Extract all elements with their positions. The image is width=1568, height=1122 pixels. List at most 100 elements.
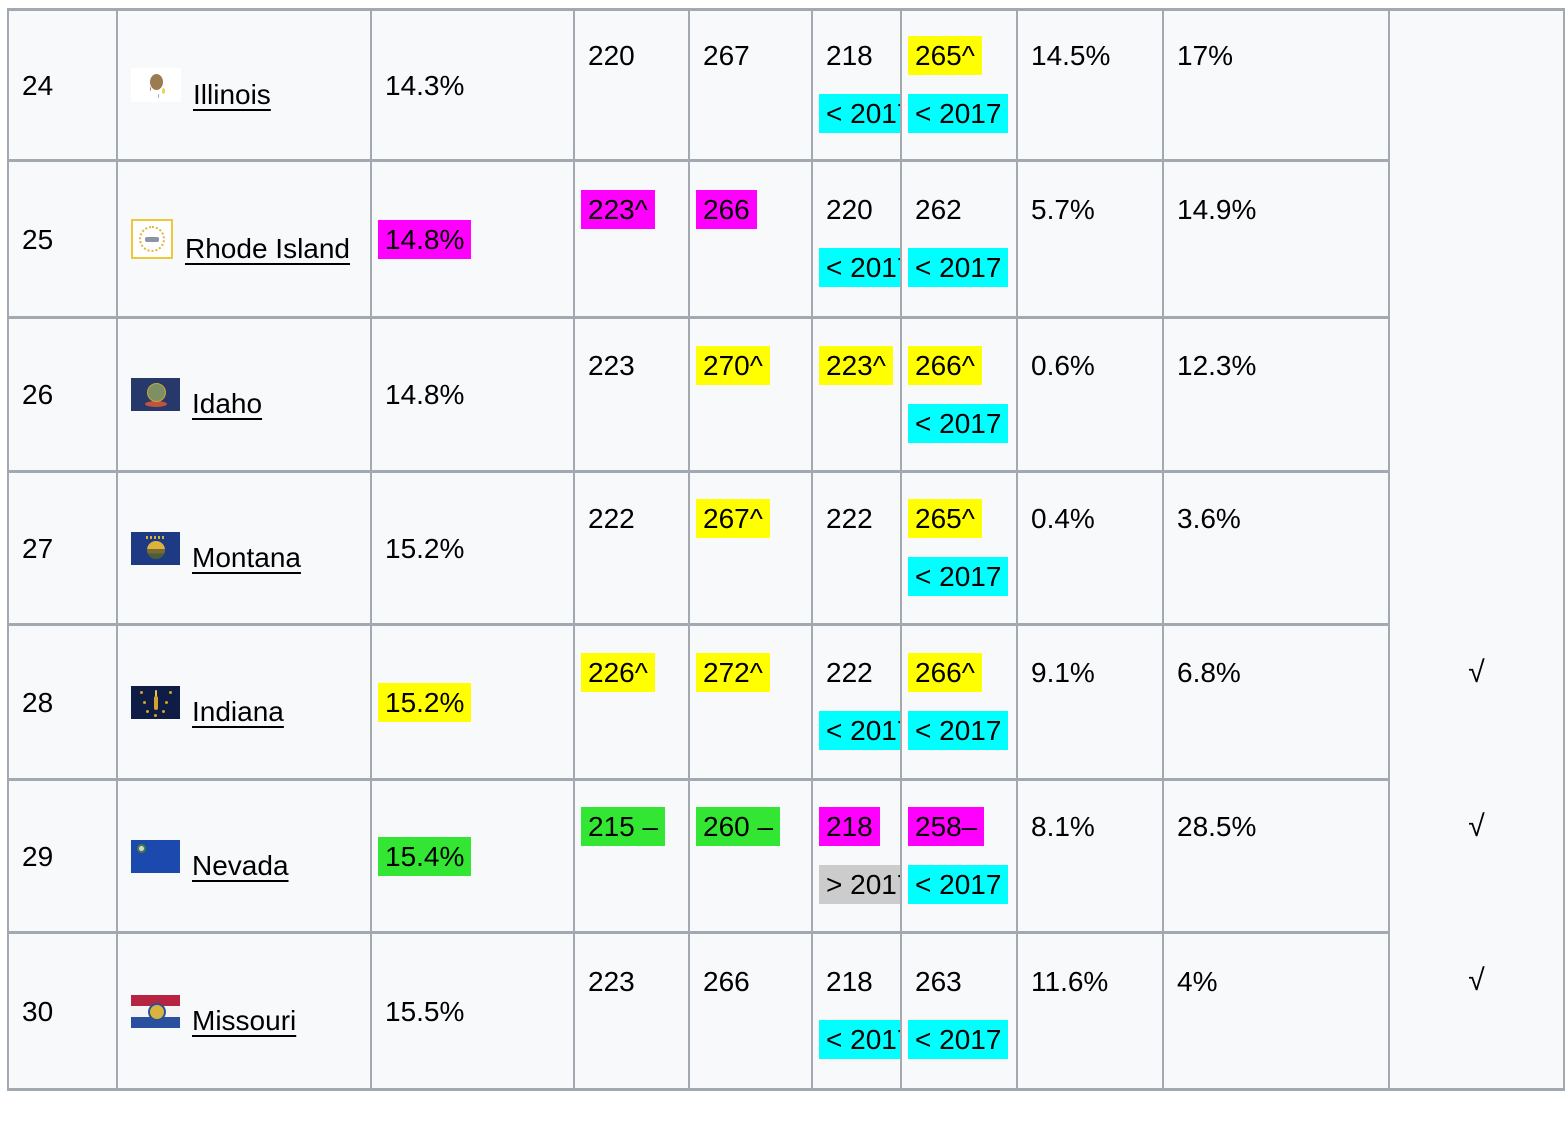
score-year-line: < 2017: [908, 711, 1010, 750]
score-value: 260 –: [696, 807, 781, 846]
percent-cell-2: 11.6%: [1016, 931, 1164, 1091]
score-year-line: < 2017: [908, 557, 1010, 596]
checkmark: [1470, 36, 1484, 77]
score-year-line: < 2017: [819, 94, 899, 133]
table-row: 26 Idaho 14.8% 223 270^ 223^ 266^ < 2017: [7, 316, 1565, 473]
score-cell-2: 270^: [688, 316, 813, 473]
score-value-line: 258–: [908, 807, 1010, 846]
score-value-line: √: [1396, 963, 1557, 999]
percent-value: 15.2%: [378, 682, 472, 722]
score-cell-1: 223: [573, 316, 690, 473]
score-value-line: 263: [908, 964, 1010, 1000]
percent-value: 8.1%: [1031, 811, 1095, 842]
score-cell-4: 258– < 2017: [900, 778, 1018, 934]
state-wrap: Nevada: [131, 839, 364, 881]
score-cell-4: 265^ < 2017: [900, 470, 1018, 626]
score-cell-2: 266: [688, 159, 813, 319]
state-link[interactable]: Nevada: [192, 849, 289, 881]
percent-value: 17%: [1177, 40, 1234, 71]
score-value-line: 272^: [696, 653, 805, 692]
state-link[interactable]: Idaho: [192, 388, 263, 419]
score-value: 262: [915, 194, 962, 225]
state-link[interactable]: Illinois: [193, 78, 271, 110]
score-value: 223^: [819, 345, 893, 385]
score-value: 266: [696, 190, 757, 229]
score-value-line: 28.5%: [1170, 809, 1382, 845]
score-year-line: [1024, 713, 1156, 749]
score-value-line: 267^: [696, 499, 805, 538]
rank-value: 28: [22, 686, 54, 718]
state-link[interactable]: Montana: [192, 541, 301, 573]
percent-value: 14.3%: [385, 69, 465, 101]
percent-value: 4%: [1177, 966, 1218, 997]
score-cell-1: 222: [573, 470, 690, 626]
rank-cell: 28: [7, 623, 118, 781]
year-comparison-tag: [581, 865, 595, 904]
checkmark-cell: √: [1388, 624, 1565, 780]
score-cell-4: 265^ < 2017: [900, 8, 1018, 162]
percent-value: 9.1%: [1031, 657, 1095, 688]
rank-cell: 25: [7, 159, 118, 319]
score-year-line: < 2017: [908, 865, 1010, 904]
percent-value: 28.5%: [1177, 811, 1257, 842]
year-comparison-tag: [696, 711, 710, 750]
score-value: 218: [826, 966, 873, 997]
score-cell-2: 267^: [688, 470, 813, 626]
percent-cell-2: 8.1%: [1016, 778, 1164, 934]
state-wrap: Indiana: [131, 685, 364, 727]
score-value: 263: [915, 966, 962, 997]
score-year-line: [1170, 713, 1382, 749]
score-year-line: [1396, 250, 1557, 286]
score-year-line: < 2017: [908, 403, 1010, 443]
score-year-line: [1024, 1022, 1156, 1058]
score-value: 272^: [696, 653, 770, 692]
checkmark: √: [1468, 964, 1485, 998]
score-year-line: [1024, 250, 1156, 286]
score-year-line: < 2017: [819, 711, 899, 750]
score-year-line: [1024, 867, 1156, 903]
missouri-flag-icon: [131, 994, 180, 1028]
score-value-line: 4%: [1170, 964, 1382, 1000]
rank-value: 30: [22, 995, 54, 1027]
score-value-line: 260 –: [696, 807, 805, 846]
percent-value: 15.2%: [385, 532, 465, 564]
percent-cell-3: 14.9%: [1162, 159, 1390, 319]
state-scores-table: 24 Illinois 14.3% 220 267 218 < 2017 265…: [7, 8, 1565, 1091]
score-value-line: [1396, 39, 1557, 75]
year-comparison-tag: [696, 94, 710, 133]
percent-below-cell: 14.8%: [370, 159, 575, 319]
score-cell-3: 220 < 2017: [811, 159, 902, 319]
score-cell-3: 218 > 2017: [811, 778, 902, 934]
score-year-line: [696, 867, 805, 903]
idaho-flag-icon: [131, 378, 180, 411]
score-value-line: 218: [819, 807, 894, 846]
score-value-line: 222: [581, 501, 682, 537]
score-year-line: [1024, 96, 1156, 132]
state-link[interactable]: Rhode Island: [185, 232, 351, 264]
checkmark: √: [1468, 656, 1485, 689]
rank-value: 27: [22, 532, 54, 564]
state-cell: Nevada: [116, 778, 372, 934]
year-comparison-tag: [696, 1020, 710, 1059]
year-comparison-tag: [696, 404, 710, 443]
percent-cell-2: 9.1%: [1016, 623, 1164, 781]
score-value: 223^: [581, 190, 655, 229]
rank-value: 25: [22, 223, 54, 255]
year-comparison-tag: < 2017: [819, 248, 899, 287]
score-value-line: 223: [581, 348, 682, 384]
percent-below-cell: 15.2%: [370, 470, 575, 626]
state-link[interactable]: Indiana: [192, 695, 284, 727]
state-cell: Missouri: [116, 931, 372, 1091]
year-comparison-tag: [696, 248, 710, 287]
score-year-line: [696, 96, 805, 132]
rank-cell: 30: [7, 931, 118, 1091]
score-cell-3: 218 < 2017: [811, 8, 902, 162]
rank-value: 24: [22, 69, 54, 101]
score-value-line: 266: [696, 964, 805, 1000]
score-year-line: [696, 713, 805, 749]
score-value-line: 14.9%: [1170, 192, 1382, 228]
score-cell-1: 215 –: [573, 778, 690, 934]
score-year-line: [1396, 867, 1557, 903]
score-cell-4: 263 < 2017: [900, 931, 1018, 1091]
state-link[interactable]: Missouri: [192, 1004, 297, 1036]
